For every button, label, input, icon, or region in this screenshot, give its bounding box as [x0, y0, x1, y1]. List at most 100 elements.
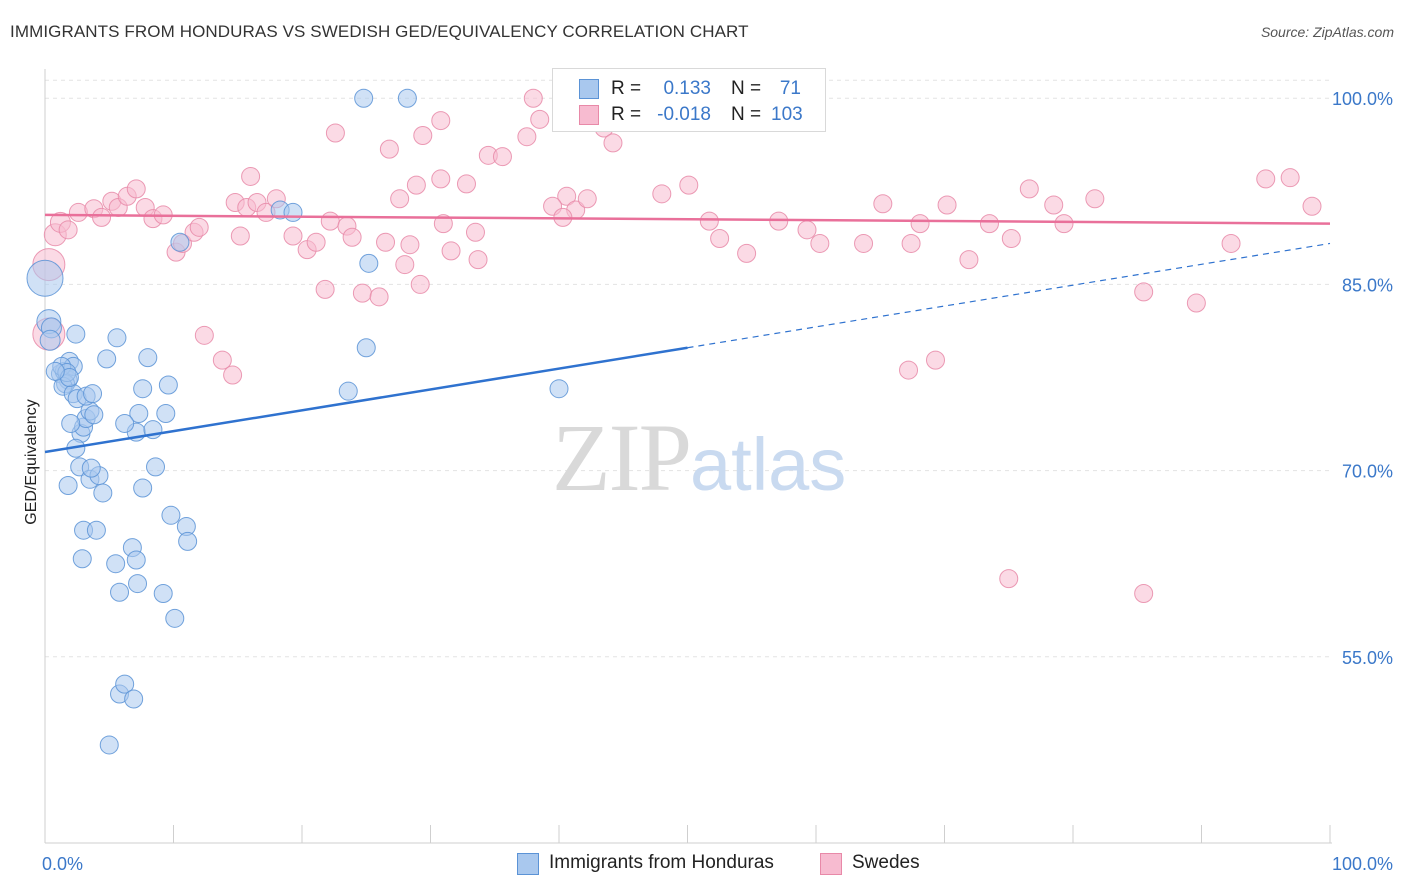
- swedes-point: [369, 287, 389, 307]
- honduras-point: [86, 520, 106, 540]
- swedes-legend-swatch: [820, 853, 842, 875]
- swedes-point: [241, 166, 261, 186]
- x-tick-label: 0.0%: [42, 854, 83, 874]
- swedes-point: [910, 214, 930, 234]
- honduras-point: [61, 413, 81, 433]
- swedes-point: [230, 226, 250, 246]
- swedes-point: [320, 211, 340, 231]
- honduras-point: [83, 384, 103, 404]
- n-label: N =: [731, 78, 762, 99]
- honduras-point: [97, 349, 117, 369]
- honduras-point: [549, 379, 569, 399]
- swedes-point: [899, 360, 919, 380]
- swedes-point: [710, 229, 730, 249]
- swedes-point: [1054, 214, 1074, 234]
- watermark-zip: ZIP: [552, 404, 692, 511]
- swedes-point: [223, 365, 243, 385]
- honduras-point: [115, 413, 135, 433]
- swedes-point: [1085, 189, 1105, 209]
- honduras-point: [126, 550, 146, 570]
- swedes-r-value: -0.018: [657, 104, 711, 125]
- swedes-point: [58, 220, 78, 240]
- swedes-point: [456, 174, 476, 194]
- honduras-point: [178, 531, 198, 551]
- honduras-point: [106, 554, 126, 574]
- swedes-point: [194, 325, 214, 345]
- swedes-point: [92, 207, 112, 227]
- swedes-point: [413, 125, 433, 145]
- honduras-n-value: 71: [779, 78, 801, 99]
- swedes-point: [577, 189, 597, 209]
- swedes-point: [652, 184, 672, 204]
- swedes-point: [1044, 195, 1064, 215]
- honduras-legend-label: Immigrants from Honduras: [549, 852, 774, 873]
- honduras-point: [129, 404, 149, 424]
- honduras-points: [26, 88, 569, 755]
- honduras-point: [124, 689, 144, 709]
- swedes-point: [1134, 282, 1154, 302]
- y-axis-label: GED/Equivalency: [23, 399, 40, 524]
- y-tick-label: 85.0%: [1342, 275, 1393, 295]
- honduras-point: [354, 88, 374, 108]
- watermark: ZIPatlas: [552, 402, 846, 513]
- y-tick-label: 55.0%: [1342, 648, 1393, 668]
- swedes-swatch: [579, 105, 599, 125]
- swedes-point: [395, 255, 415, 275]
- swedes-point: [283, 226, 303, 246]
- swedes-point: [1019, 179, 1039, 199]
- honduras-point: [66, 324, 86, 344]
- swedes-point: [306, 232, 326, 252]
- swedes-point: [854, 233, 874, 253]
- honduras-trend-line: [44, 346, 688, 454]
- honduras-legend-swatch: [517, 853, 539, 875]
- honduras-point: [133, 379, 153, 399]
- swedes-point: [1221, 233, 1241, 253]
- honduras-swatch: [579, 79, 599, 99]
- swedes-point: [926, 350, 946, 370]
- swedes-point: [979, 214, 999, 234]
- honduras-point: [45, 361, 65, 381]
- honduras-point: [72, 549, 92, 569]
- swedes-point: [468, 250, 488, 270]
- swedes-point: [189, 217, 209, 237]
- axes: [44, 69, 1332, 844]
- honduras-point: [110, 582, 130, 602]
- swedes-point: [342, 227, 362, 247]
- swedes-point: [797, 220, 817, 240]
- stats-box: R = 0.133 N = 71 R = -0.018 N = 103: [552, 68, 826, 132]
- swedes-point: [410, 274, 430, 294]
- swedes-point: [1186, 293, 1206, 313]
- swedes-point: [126, 179, 146, 199]
- swedes-point: [873, 194, 893, 214]
- honduras-point: [39, 329, 61, 351]
- y-tick-label: 70.0%: [1342, 462, 1393, 482]
- honduras-point: [165, 608, 185, 628]
- swedes-point: [315, 279, 335, 299]
- swedes-point: [431, 111, 451, 131]
- swedes-point: [406, 175, 426, 195]
- honduras-point: [138, 348, 158, 368]
- honduras-point: [170, 232, 190, 252]
- tick-labels: 55.0% 70.0% 85.0% 100.0% 0.0% 100.0%: [42, 89, 1393, 874]
- honduras-point: [397, 88, 417, 108]
- honduras-point: [133, 478, 153, 498]
- honduras-point: [26, 259, 64, 297]
- honduras-point: [115, 674, 135, 694]
- swedes-point: [441, 241, 461, 261]
- x-tick-label: 100.0%: [1332, 854, 1393, 874]
- r-label: R =: [611, 78, 642, 99]
- swedes-point: [523, 88, 543, 108]
- honduras-point: [161, 505, 181, 525]
- swedes-point: [352, 283, 372, 303]
- honduras-point: [146, 457, 166, 477]
- honduras-trend-extension: [687, 242, 1331, 349]
- honduras-point: [107, 328, 127, 348]
- honduras-point: [283, 202, 303, 222]
- swedes-points: [32, 88, 1322, 604]
- honduras-point: [156, 404, 176, 424]
- swedes-point: [937, 195, 957, 215]
- swedes-legend-label: Swedes: [852, 852, 920, 873]
- swedes-point: [810, 233, 830, 253]
- swedes-point: [999, 569, 1019, 589]
- swedes-point: [379, 139, 399, 159]
